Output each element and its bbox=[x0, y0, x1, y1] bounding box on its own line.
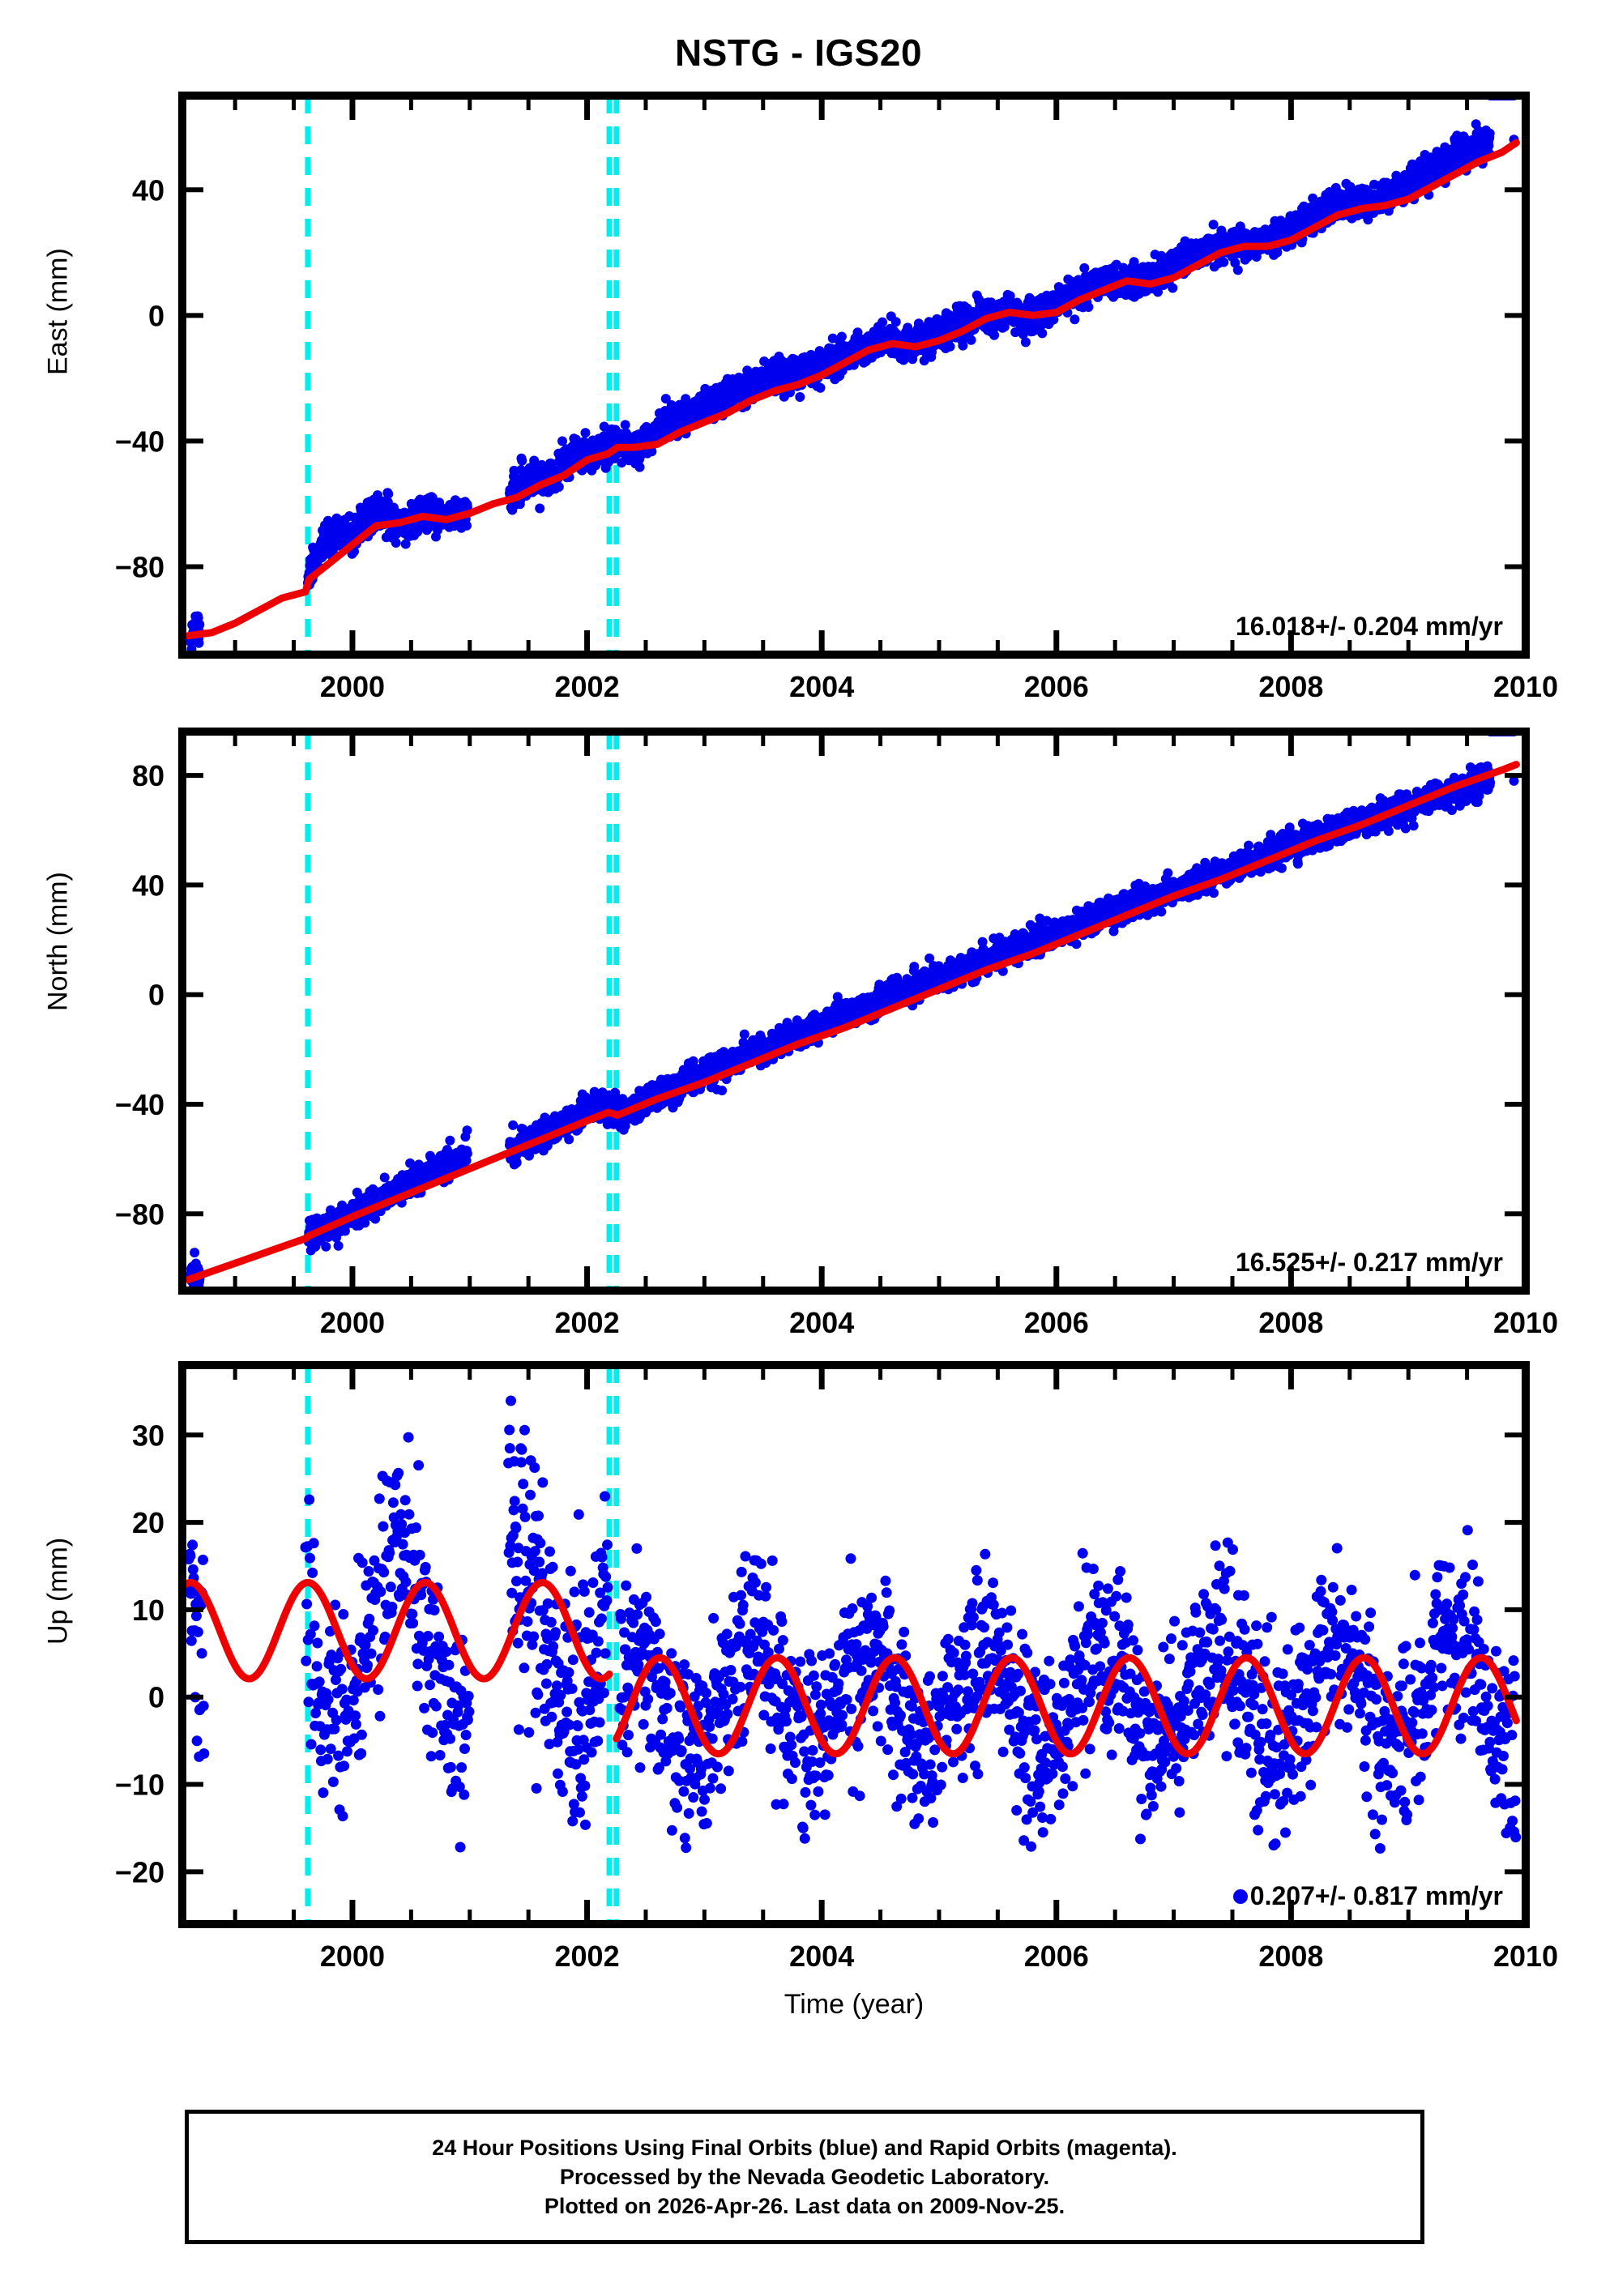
footer-line-1: 24 Hour Positions Using Final Orbits (bl… bbox=[432, 2135, 1177, 2160]
model-fit-up-1 bbox=[182, 1579, 613, 1683]
x-tick-label: 2000 bbox=[320, 670, 385, 703]
x-minor-ticks bbox=[233, 1365, 1470, 1924]
data-points-east bbox=[186, 96, 1519, 655]
rate-annotation-north: 16.525+/- 0.217 mm/yr bbox=[1236, 1248, 1503, 1277]
axis-label-time: Time (year) bbox=[784, 1989, 924, 2020]
x-minor-ticks bbox=[233, 96, 1470, 655]
y-tick-label: 80 bbox=[132, 759, 164, 792]
model-fit-east bbox=[184, 139, 1520, 640]
x-tick-label: 2004 bbox=[789, 1940, 854, 1973]
plot-area-east bbox=[184, 96, 1520, 655]
y-tick-label: −10 bbox=[115, 1769, 164, 1802]
footer-caption-box: 24 Hour Positions Using Final Orbits (bl… bbox=[185, 2110, 1424, 2244]
x-tick-label: 2006 bbox=[1024, 1940, 1089, 1973]
x-tick-label: 2010 bbox=[1493, 1940, 1558, 1973]
rate-annotation-up: 0.207+/- 0.817 mm/yr bbox=[1250, 1881, 1503, 1910]
axes-frame-east bbox=[178, 92, 1530, 659]
y-tick-label: 0 bbox=[148, 1681, 164, 1714]
x-major-ticks: 2000 2002 2004 2006 2008 2010 bbox=[320, 96, 1558, 703]
y-tick-label: 30 bbox=[132, 1419, 164, 1452]
x-tick-label: 2008 bbox=[1258, 1940, 1323, 1973]
axes-frame-up bbox=[178, 1361, 1530, 1928]
x-tick-label: 2000 bbox=[320, 1940, 385, 1973]
y-tick-label: 40 bbox=[132, 868, 164, 902]
model-fit-north bbox=[184, 761, 1520, 1283]
y-ticks-east: 40 0 −40 −80 bbox=[115, 173, 1526, 583]
footer-line-2: Processed by the Nevada Geodetic Laborat… bbox=[559, 2164, 1050, 2189]
y-tick-label: 0 bbox=[148, 299, 164, 332]
y-tick-label: −40 bbox=[115, 1088, 164, 1121]
x-minor-ticks bbox=[233, 732, 1470, 1291]
y-tick-label: 40 bbox=[132, 173, 164, 207]
y-tick-label: 20 bbox=[132, 1506, 164, 1539]
data-points-north bbox=[186, 732, 1519, 1291]
panel-north: 2000 2002 2004 2006 2008 2010 80 40 0 −40 −80 16.52… bbox=[115, 728, 1558, 1339]
rate-annotation-east: 16.018+/- 0.204 mm/yr bbox=[1236, 612, 1503, 641]
x-tick-label: 2002 bbox=[555, 1306, 620, 1339]
model-fit-up-2 bbox=[613, 1654, 1520, 1758]
plot-area-north bbox=[184, 732, 1520, 1291]
y-tick-label: 0 bbox=[148, 979, 164, 1012]
y-tick-label: −80 bbox=[115, 550, 164, 583]
x-tick-label: 2006 bbox=[1024, 1306, 1089, 1339]
data-points-up bbox=[182, 1395, 1522, 1854]
footer-line-3: Plotted on 2026-Apr-26. Last data on 200… bbox=[544, 2194, 1065, 2219]
plot-area-up bbox=[182, 1365, 1522, 1924]
x-tick-label: 2008 bbox=[1258, 670, 1323, 703]
x-tick-label: 2010 bbox=[1493, 670, 1558, 703]
x-tick-label: 2002 bbox=[555, 1940, 620, 1973]
x-tick-label: 2006 bbox=[1024, 670, 1089, 703]
x-tick-label: 2004 bbox=[789, 670, 854, 703]
y-tick-label: 10 bbox=[132, 1594, 164, 1627]
y-ticks-up: 30 20 10 0 −10 −20 bbox=[115, 1419, 1526, 1888]
x-tick-label: 2010 bbox=[1493, 1306, 1558, 1339]
x-tick-label: 2004 bbox=[789, 1306, 854, 1339]
axes-frame-north bbox=[178, 728, 1530, 1295]
x-tick-label: 2002 bbox=[555, 670, 620, 703]
y-tick-label: −80 bbox=[115, 1197, 164, 1231]
legend-blue-dot-icon bbox=[1233, 1889, 1248, 1904]
x-major-ticks: 2000 2002 2004 2006 2008 2010 bbox=[320, 1365, 1558, 1973]
panel-east: 2000 2002 2004 2006 2008 2010 40 0 −40 −80 16.018+… bbox=[115, 92, 1558, 703]
panel-up: 2000 2002 2004 2006 2008 2010 30 20 10 0 −10 −20 0.2… bbox=[115, 1361, 1558, 1973]
x-major-ticks: 2000 2002 2004 2006 2008 2010 bbox=[320, 732, 1558, 1339]
y-tick-label: −20 bbox=[115, 1855, 164, 1888]
y-ticks-north: 80 40 0 −40 −80 bbox=[115, 759, 1526, 1231]
x-tick-label: 2008 bbox=[1258, 1306, 1323, 1339]
page-title: NSTG - IGS20 bbox=[674, 32, 923, 74]
x-tick-label: 2000 bbox=[320, 1306, 385, 1339]
y-tick-label: −40 bbox=[115, 425, 164, 458]
